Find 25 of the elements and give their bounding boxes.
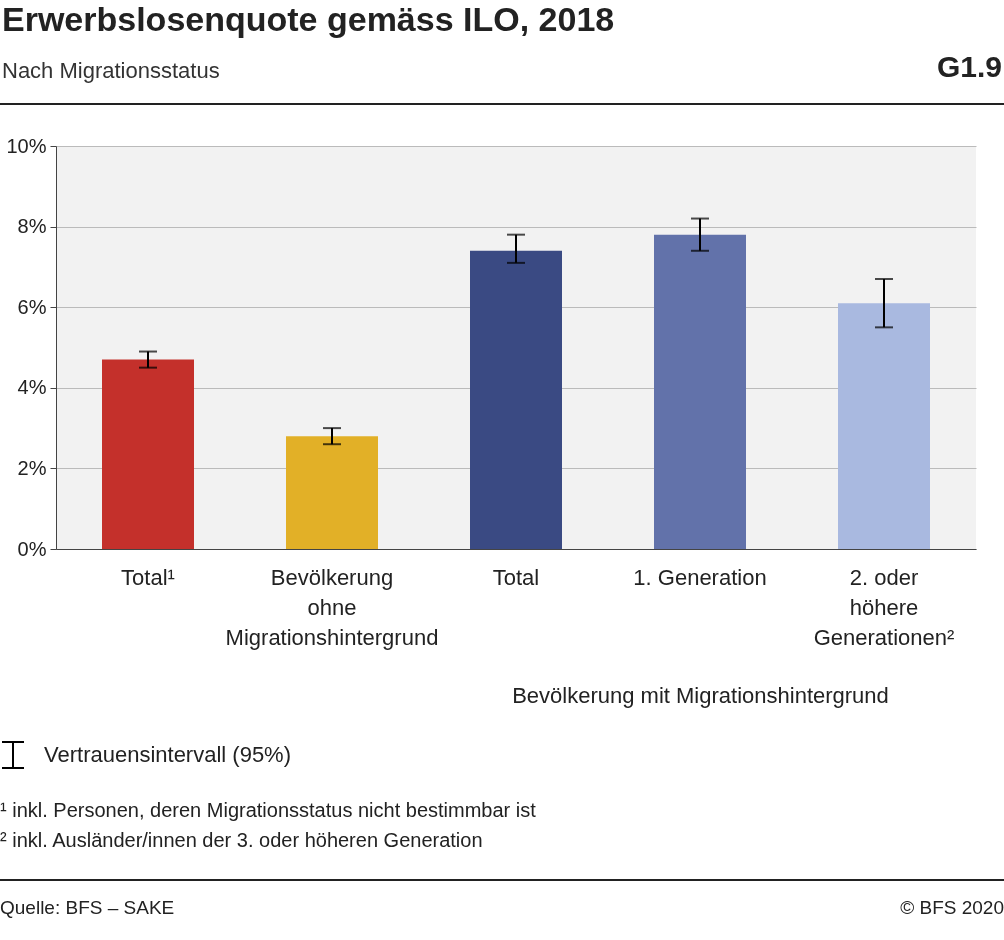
text: ¹ inkl. Personen, deren Migrationsstatus nicht bestimmbar ist bbox=[0, 798, 537, 823]
x-tick-label: Bevölkerung ohne Migrationshintergrund bbox=[225, 564, 439, 650]
y-tick-label: 8% bbox=[17, 215, 47, 238]
x-tick-label: 1. Generation bbox=[633, 564, 767, 590]
text: Vertrauensintervall (95%) bbox=[44, 742, 292, 768]
x-tick-label: Total bbox=[492, 564, 540, 590]
text: G1.9 bbox=[936, 50, 1002, 84]
y-tick-label: 2% bbox=[17, 456, 47, 479]
x-tick-label: Total¹ bbox=[121, 564, 175, 590]
bar bbox=[102, 359, 194, 549]
source-note: Quelle: BFS – SAKE bbox=[0, 897, 175, 919]
bar bbox=[470, 250, 562, 549]
text: Bevölkerung mit Migrationshintergrund bbox=[512, 682, 889, 708]
text: ² inkl. Ausländer/innen der 3. oder höheren Generation bbox=[0, 828, 484, 853]
x-tick-label: 2. oder höhere Generationen² bbox=[813, 564, 955, 650]
text: © BFS 2020 bbox=[900, 897, 1004, 919]
chart-subtitle: Nach Migrationsstatus bbox=[2, 58, 220, 84]
y-tick-label: 0% bbox=[17, 537, 47, 560]
y-tick-label: 10% bbox=[6, 134, 47, 157]
y-tick-label: 6% bbox=[17, 295, 47, 318]
y-tick-label: 4% bbox=[17, 376, 47, 399]
bar bbox=[838, 303, 930, 549]
bar bbox=[286, 436, 378, 549]
bar bbox=[654, 234, 746, 549]
chart-title: Erwerbslosenquote gemäss ILO, 2018 bbox=[2, 0, 615, 39]
